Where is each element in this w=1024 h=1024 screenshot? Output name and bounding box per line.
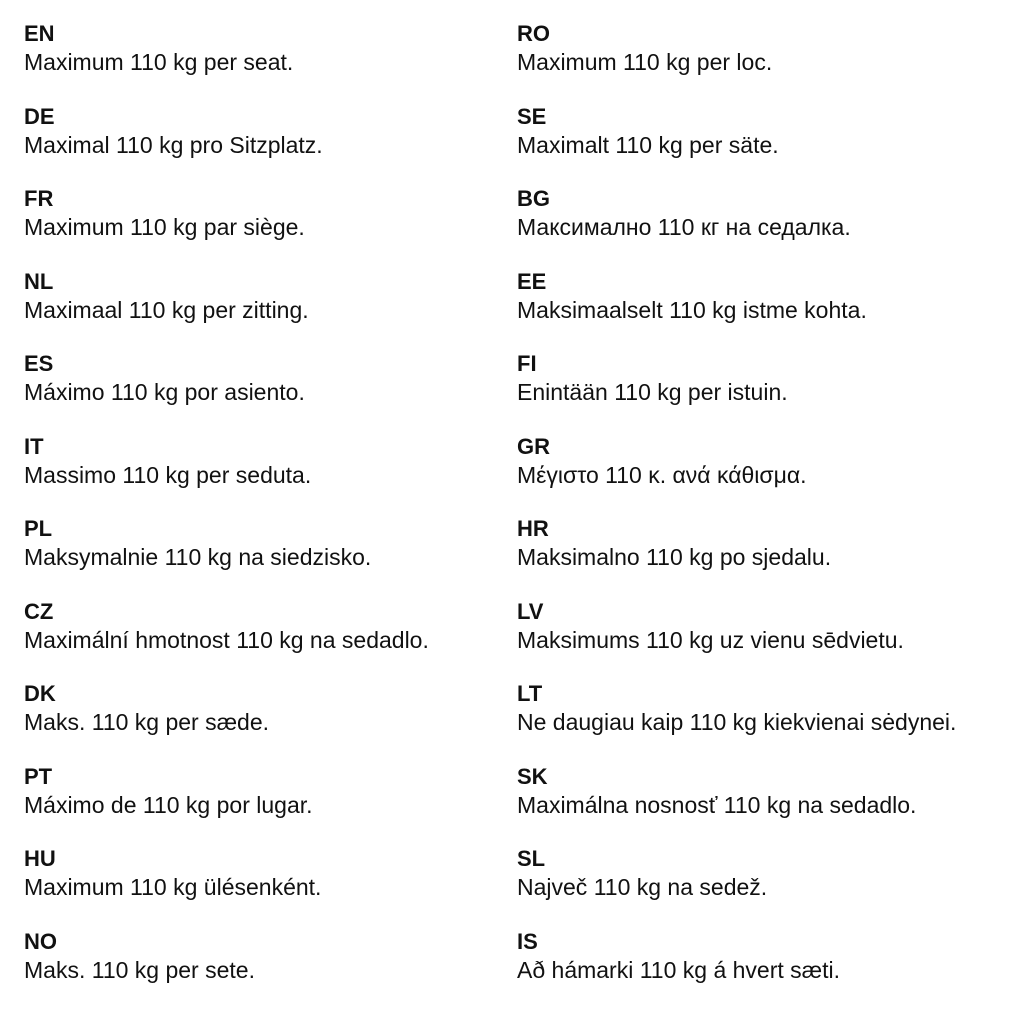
weight-limit-text: Μέγιστο 110 κ. ανά κάθισμα. [517, 461, 807, 488]
weight-limit-text: Maks. 110 kg per sete. [24, 956, 255, 983]
language-code: ES [24, 351, 54, 376]
language-code: GR [517, 433, 550, 459]
weight-limit-text: Maximálna nosnosť 110 kg na sedadlo. [517, 791, 917, 818]
language-code: IT [24, 433, 44, 459]
language-entry: CZ Maximální hmotnost 110 kg na sedadlo. [24, 598, 429, 681]
language-code: NL [24, 268, 54, 294]
language-entry: SL Največ 110 kg na sedež. [517, 845, 956, 928]
language-code: PL [24, 516, 53, 541]
language-code: HU [24, 846, 56, 871]
language-code: EE [517, 268, 547, 294]
weight-limit-text: Massimo 110 kg per seduta. [24, 461, 312, 488]
weight-limit-text: Máximo 110 kg por asiento. [24, 379, 305, 405]
language-entry: IS Að hámarki 110 kg á hvert sæti. [517, 928, 956, 1011]
language-entry: PL Maksymalnie 110 kg na siedzisko. [24, 515, 429, 598]
language-entry: NL Maximaal 110 kg per zitting. [24, 268, 429, 351]
language-code: IS [517, 928, 538, 954]
weight-limit-text: Maximum 110 kg per loc. [517, 49, 773, 75]
language-code: NO [24, 928, 57, 954]
language-entry: SK Maximálna nosnosť 110 kg na sedadlo. [517, 763, 956, 846]
language-code: LT [517, 681, 543, 706]
left-column: EN Maximum 110 kg per seat. DE Maximal 110 … [24, 20, 429, 1010]
weight-limit-text: Maximum 110 kg par siège. [24, 214, 305, 240]
language-entry: PT Máximo de 110 kg por lugar. [24, 763, 429, 846]
language-entry: EE Maksimaalselt 110 kg istme kohta. [517, 268, 956, 351]
language-code: SE [517, 103, 547, 129]
language-code: FI [517, 351, 537, 376]
language-code: FR [24, 186, 54, 211]
language-code: RO [517, 21, 550, 46]
weight-limit-text: Máximo de 110 kg por lugar. [24, 791, 313, 818]
language-entry: NO Maks. 110 kg per sete. [24, 928, 429, 1011]
language-entry: FR Maximum 110 kg par siège. [24, 185, 429, 268]
weight-limit-text: Maximal 110 kg pro Sitzplatz. [24, 131, 323, 158]
weight-limit-text: Maximalt 110 kg per säte. [517, 131, 779, 158]
weight-limit-text: Enintään 110 kg per istuin. [517, 379, 788, 405]
weight-limit-text: Maximum 110 kg per seat. [24, 49, 294, 75]
language-entry: DK Maks. 110 kg per sæde. [24, 680, 429, 763]
language-entry: RO Maximum 110 kg per loc. [517, 20, 956, 103]
language-code: BG [517, 186, 550, 211]
language-entry: LT Ne daugiau kaip 110 kg kiekvienai sėdy… [517, 680, 956, 763]
language-entry: FI Enintään 110 kg per istuin. [517, 350, 956, 433]
language-entry: GR Μέγιστο 110 κ. ανά κάθισμα. [517, 433, 956, 516]
weight-limit-text: Maksimalno 110 kg po sjedalu. [517, 544, 832, 570]
weight-limit-text: Maximaal 110 kg per zitting. [24, 296, 309, 323]
language-code: SK [517, 763, 548, 789]
language-entry: EN Maximum 110 kg per seat. [24, 20, 429, 103]
weight-limit-text: Максимално 110 кг на седалка. [517, 214, 851, 240]
right-column: RO Maximum 110 kg per loc. SE Maximalt 110 … [517, 20, 956, 1010]
language-entry: HU Maximum 110 kg ülésenként. [24, 845, 429, 928]
weight-limit-text: Ne daugiau kaip 110 kg kiekvienai sėdyne… [517, 709, 957, 735]
language-code: LV [517, 598, 544, 624]
language-code: DK [24, 681, 56, 706]
weight-limit-text: Največ 110 kg na sedež. [517, 874, 768, 900]
language-entry: DE Maximal 110 kg pro Sitzplatz. [24, 103, 429, 186]
language-code: CZ [24, 598, 54, 624]
language-code: SL [517, 846, 546, 871]
language-code: EN [24, 21, 55, 46]
language-code: PT [24, 763, 53, 789]
weight-limit-text: Maximální hmotnost 110 kg na sedadlo. [24, 626, 429, 653]
weight-limit-text: Maksymalnie 110 kg na siedzisko. [24, 544, 372, 570]
weight-limit-text: Maximum 110 kg ülésenként. [24, 874, 322, 900]
language-code: HR [517, 516, 549, 541]
language-entry: IT Massimo 110 kg per seduta. [24, 433, 429, 516]
weight-limit-text: Að hámarki 110 kg á hvert sæti. [517, 956, 840, 983]
language-entry: HR Maksimalno 110 kg po sjedalu. [517, 515, 956, 598]
weight-limit-text: Maks. 110 kg per sæde. [24, 709, 270, 735]
language-entry: SE Maximalt 110 kg per säte. [517, 103, 956, 186]
weight-limit-text: Maksimums 110 kg uz vienu sēdvietu. [517, 626, 904, 653]
language-entry: LV Maksimums 110 kg uz vienu sēdvietu. [517, 598, 956, 681]
weight-limit-text: Maksimaalselt 110 kg istme kohta. [517, 296, 867, 323]
language-code: DE [24, 103, 55, 129]
language-entry: ES Máximo 110 kg por asiento. [24, 350, 429, 433]
language-entry: BG Максимално 110 кг на седалка. [517, 185, 956, 268]
